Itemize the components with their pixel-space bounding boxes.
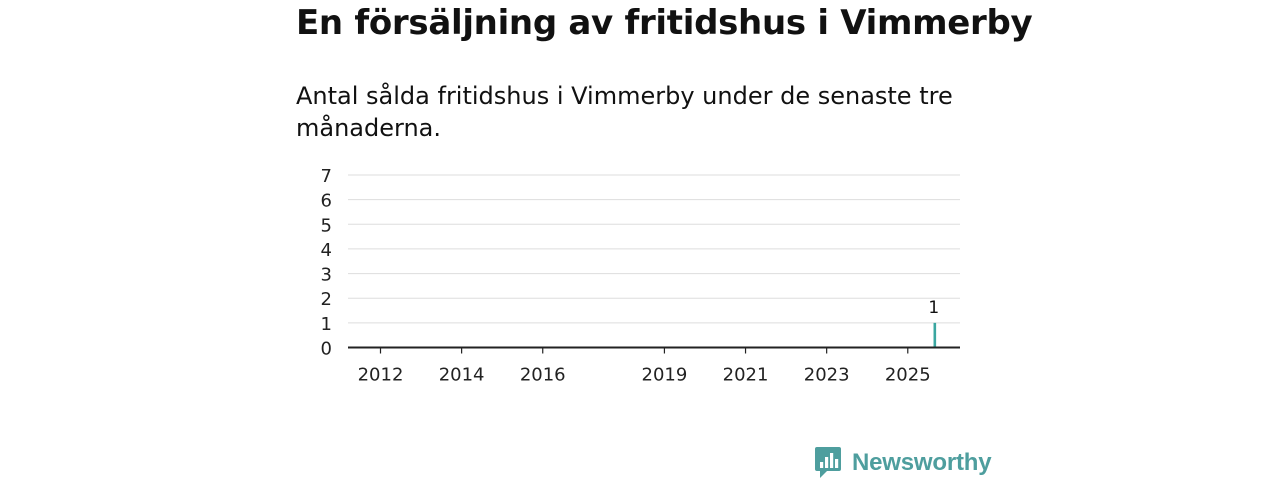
x-tick-label: 2016 [520, 365, 566, 386]
y-tick-label: 5 [321, 215, 332, 236]
brand-name: Newsworthy [852, 449, 992, 476]
x-tick-label: 2023 [804, 365, 850, 386]
data-label: 1 [928, 298, 939, 318]
x-tick-label: 2014 [439, 365, 485, 386]
x-tick-label: 2025 [885, 365, 931, 386]
chart-title: En försäljning av fritidshus i Vimmerby [296, 3, 1033, 43]
y-tick-label: 2 [321, 289, 332, 310]
y-tick-label: 4 [321, 240, 332, 261]
chart-subtitle: Antal sålda fritidshus i Vimmerby under … [296, 82, 953, 142]
y-tick-label: 1 [321, 314, 332, 335]
y-tick-label: 3 [321, 265, 332, 286]
newsworthy-brand: Newsworthy [814, 446, 992, 480]
y-tick-label: 0 [321, 339, 332, 360]
x-tick-label: 2019 [642, 365, 688, 386]
y-tick-label: 6 [321, 191, 332, 212]
y-tick-label: 7 [321, 166, 332, 187]
x-tick-label: 2012 [358, 365, 404, 386]
x-tick-label: 2021 [723, 365, 769, 386]
newsworthy-logo-icon [815, 447, 841, 478]
highlight-bar [933, 322, 937, 348]
